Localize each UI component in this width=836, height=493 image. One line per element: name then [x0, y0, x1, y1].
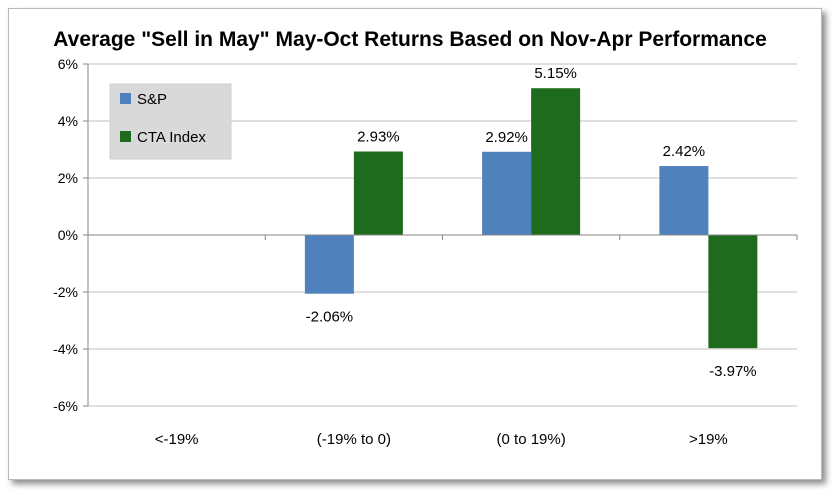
- x-category-label: >19%: [689, 431, 728, 448]
- data-label: -3.97%: [709, 363, 757, 380]
- y-tick-label: 2%: [58, 170, 78, 186]
- bars: [304, 88, 758, 349]
- axes: 6% 4% 2% 0% -2% -4% -6% <-19% (-19% to 0) (0 to 1…: [53, 56, 798, 448]
- data-label: 2.42%: [663, 143, 706, 160]
- y-tick-label: 0%: [58, 227, 78, 243]
- y-tick-label: 4%: [58, 113, 78, 129]
- x-category-label: (-19% to 0): [317, 431, 391, 448]
- y-tick-label: -4%: [53, 341, 78, 357]
- legend: S&P CTA Index: [109, 83, 232, 160]
- legend-label: CTA Index: [137, 129, 206, 146]
- bar: [482, 151, 532, 235]
- y-tick-label: -2%: [53, 284, 78, 300]
- bar: [304, 235, 354, 294]
- chart-title: Average "Sell in May" May-Oct Returns Ba…: [53, 28, 767, 51]
- data-label: 5.15%: [534, 65, 577, 82]
- data-label: 2.93%: [357, 128, 400, 145]
- legend-swatch: [120, 93, 131, 104]
- data-label: 2.92%: [485, 129, 528, 146]
- y-tick-label: -6%: [53, 398, 78, 414]
- x-category-label: (0 to 19%): [497, 431, 566, 448]
- legend-swatch: [120, 131, 131, 142]
- data-labels: -2.06% 2.92% 2.42% 2.93% 5.15% -3.97%: [306, 65, 757, 380]
- bar: [708, 235, 758, 349]
- bar: [353, 151, 403, 235]
- bar: [531, 88, 581, 235]
- x-category-label: <-19%: [155, 431, 199, 448]
- y-tick-label: 6%: [58, 56, 78, 72]
- data-label: -2.06%: [306, 309, 354, 326]
- bar: [659, 166, 709, 235]
- legend-label: S&P: [137, 91, 167, 108]
